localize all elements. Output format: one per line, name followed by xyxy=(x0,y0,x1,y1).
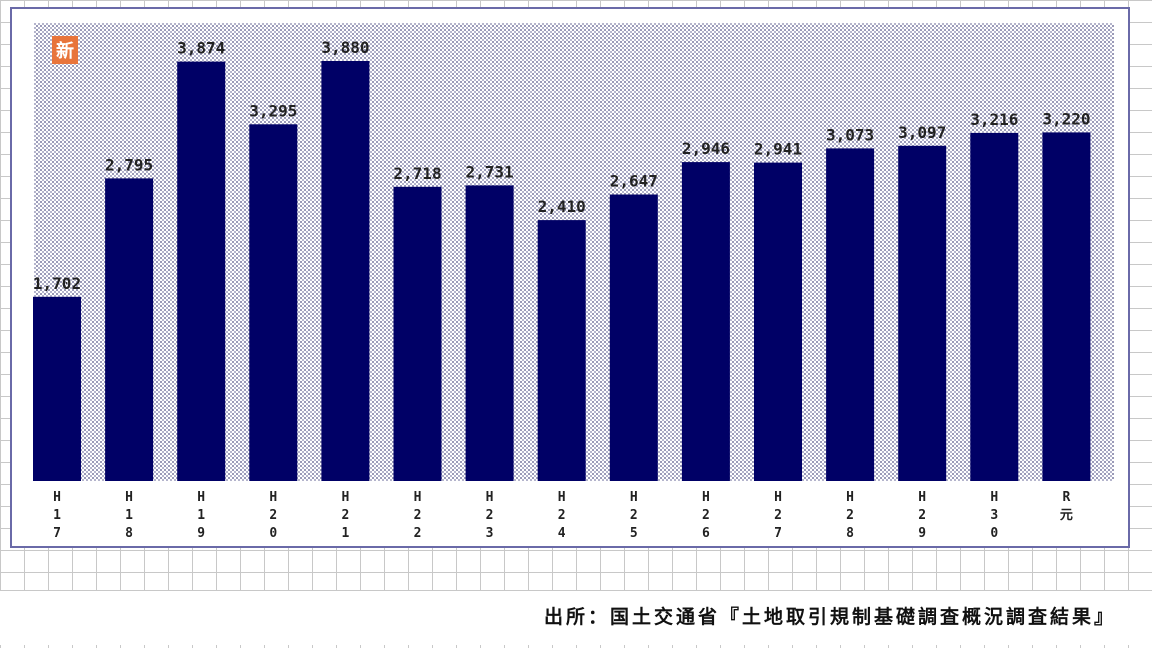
x-tick-label: H xyxy=(414,490,422,505)
bar-H30 xyxy=(970,132,1019,481)
bar-value-label: 2,941 xyxy=(754,140,802,159)
bar-H29 xyxy=(898,145,947,482)
x-tick-label: H xyxy=(125,490,133,505)
bar-H22 xyxy=(393,186,442,482)
bar-H27 xyxy=(754,162,802,481)
bar-H23 xyxy=(465,185,514,481)
bar-value-label: 3,097 xyxy=(898,123,946,142)
x-tick-label: H xyxy=(341,490,349,505)
x-tick-label: H xyxy=(846,490,854,505)
x-tick-label: 0 xyxy=(990,526,998,541)
x-tick-label: H xyxy=(990,490,998,505)
x-tick-label: 2 xyxy=(414,508,422,523)
x-tick-label: 2 xyxy=(269,508,277,523)
bar-H28 xyxy=(826,148,875,481)
source-citation: 出所：国土交通省『土地取引規制基礎調査概況調査結果』 xyxy=(543,606,1116,628)
chart-frame: 新 1,702 H 1 7 2,795 H 1 8 3,874 H 1 9 3,295 H 2 0 3,880 H… xyxy=(10,7,1130,548)
bar-value-label: 3,220 xyxy=(1042,109,1090,128)
bar-value-label: 2,946 xyxy=(682,139,730,158)
x-tick-label: 6 xyxy=(702,526,710,541)
bar-H25 xyxy=(609,194,658,481)
x-tick-label: 8 xyxy=(846,526,854,541)
x-tick-label: H xyxy=(918,490,926,505)
x-tick-label: H xyxy=(630,490,638,505)
x-tick-label: H xyxy=(269,490,277,505)
x-tick-label: 1 xyxy=(53,508,61,523)
new-badge-text: 新 xyxy=(56,40,74,62)
x-tick-label: 1 xyxy=(197,508,205,523)
x-tick-label: 1 xyxy=(125,508,133,523)
x-tick-label: 3 xyxy=(486,526,494,541)
x-tick-label: 2 xyxy=(414,526,422,541)
x-tick-label: 元 xyxy=(1060,508,1073,523)
bar-chart: 新 1,702 H 1 7 2,795 H 1 8 3,874 H 1 9 3,295 H 2 0 3,880 H… xyxy=(33,23,1114,541)
x-tick-label: 2 xyxy=(846,508,854,523)
x-tick-label: H xyxy=(53,490,61,505)
x-tick-label: 2 xyxy=(630,508,638,523)
x-tick-label: H xyxy=(486,490,494,505)
bar-value-label: 3,073 xyxy=(826,125,874,144)
bar-H18 xyxy=(105,178,154,481)
bar-H19 xyxy=(177,61,226,481)
x-tick-label: H xyxy=(558,490,566,505)
x-tick-label: 2 xyxy=(702,508,710,523)
bar-value-label: 2,647 xyxy=(610,172,658,191)
bar-value-label: 1,702 xyxy=(33,274,81,293)
bar-value-label: 2,718 xyxy=(393,164,441,183)
bar-value-label: 3,295 xyxy=(249,101,297,120)
x-tick-label: 2 xyxy=(558,508,566,523)
x-tick-label: R xyxy=(1062,490,1070,505)
x-tick-label: 2 xyxy=(486,508,494,523)
x-tick-label: 9 xyxy=(918,526,926,541)
x-tick-label: H xyxy=(774,490,782,505)
bar-value-label: 2,410 xyxy=(538,197,586,216)
bar-H26 xyxy=(681,162,730,481)
bar-H17 xyxy=(33,296,81,481)
x-tick-label: H xyxy=(702,490,710,505)
x-tick-label: 2 xyxy=(774,508,782,523)
bar-value-label: 3,216 xyxy=(970,110,1018,129)
bar-value-label: 3,874 xyxy=(177,39,225,58)
bar-value-label: 3,880 xyxy=(321,38,369,57)
x-tick-label: 0 xyxy=(269,526,277,541)
bar-H24 xyxy=(537,220,586,481)
x-tick-label: 1 xyxy=(341,526,349,541)
x-tick-label: 5 xyxy=(630,526,638,541)
x-tick-label: 2 xyxy=(341,508,349,523)
bar-H21 xyxy=(321,61,370,481)
x-tick-label: 7 xyxy=(774,526,782,541)
x-tick-label: 3 xyxy=(990,508,998,523)
footer-band xyxy=(0,590,1152,645)
bar-value-label: 2,731 xyxy=(466,162,514,181)
x-tick-label: 9 xyxy=(197,526,205,541)
x-tick-label: 8 xyxy=(125,526,133,541)
x-tick-label: H xyxy=(197,490,205,505)
new-badge: 新 xyxy=(52,36,78,64)
x-tick-label: 7 xyxy=(53,526,61,541)
x-tick-label: 4 xyxy=(558,526,566,541)
bar-R元 xyxy=(1042,132,1091,481)
x-tick-label: 2 xyxy=(918,508,926,523)
bar-value-label: 2,795 xyxy=(105,155,153,174)
bar-H20 xyxy=(249,124,298,482)
